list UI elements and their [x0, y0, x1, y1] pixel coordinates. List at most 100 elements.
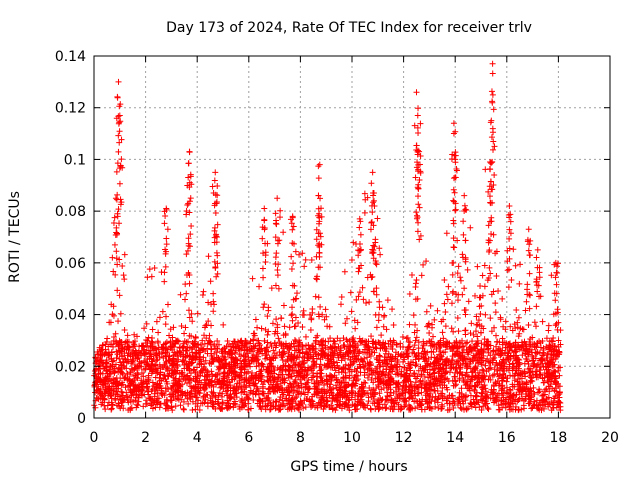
data-point	[173, 382, 180, 389]
data-point	[516, 346, 523, 353]
x-tick-label: 2	[141, 430, 150, 446]
data-point	[101, 402, 108, 409]
data-point	[209, 379, 216, 386]
data-point	[510, 246, 517, 253]
data-point	[293, 393, 300, 400]
data-point	[206, 332, 213, 339]
data-point	[154, 365, 161, 372]
data-point	[208, 322, 215, 329]
data-point	[463, 365, 470, 372]
data-point	[432, 365, 439, 372]
data-point	[238, 360, 245, 367]
data-point	[467, 330, 474, 337]
data-point	[430, 333, 437, 340]
x-tick-label: 10	[343, 430, 361, 446]
data-point	[385, 340, 392, 347]
data-point	[149, 405, 156, 412]
data-point	[320, 406, 327, 413]
data-point	[258, 325, 265, 332]
data-point	[194, 403, 201, 410]
data-point	[390, 397, 397, 404]
data-point	[161, 220, 168, 227]
data-point	[265, 307, 272, 314]
data-point	[199, 369, 206, 376]
data-point	[531, 319, 538, 326]
data-point	[253, 371, 260, 378]
data-point	[299, 323, 306, 330]
data-point	[529, 334, 536, 341]
data-point	[274, 272, 281, 279]
data-point	[262, 355, 269, 362]
data-point	[394, 367, 401, 374]
data-point	[183, 290, 190, 297]
data-point	[545, 401, 552, 408]
data-point	[119, 369, 126, 376]
data-point	[242, 358, 249, 365]
data-point	[268, 343, 275, 350]
data-point	[514, 319, 521, 326]
data-point	[272, 405, 279, 412]
data-point	[110, 268, 117, 275]
data-point	[423, 258, 430, 265]
data-point	[162, 376, 169, 383]
data-point	[343, 336, 350, 343]
data-point	[515, 343, 522, 350]
data-point	[289, 317, 296, 324]
data-point	[445, 283, 452, 290]
data-point	[485, 376, 492, 383]
data-point	[443, 230, 450, 237]
data-point	[260, 385, 267, 392]
data-point	[254, 337, 261, 344]
data-point	[185, 338, 192, 345]
data-point	[357, 364, 364, 371]
data-point	[197, 385, 204, 392]
data-point	[368, 333, 375, 340]
data-point	[114, 351, 121, 358]
data-point	[194, 310, 201, 317]
data-point	[189, 406, 196, 413]
data-point	[105, 392, 112, 399]
data-point	[408, 272, 415, 279]
data-point	[304, 379, 311, 386]
data-point	[487, 270, 494, 277]
data-point	[256, 397, 263, 404]
data-point	[257, 403, 264, 410]
data-point	[453, 381, 460, 388]
data-point	[132, 382, 139, 389]
data-point	[116, 256, 123, 263]
data-point	[163, 339, 170, 346]
data-point	[280, 302, 287, 309]
data-point	[153, 357, 160, 364]
data-point	[426, 329, 433, 336]
data-point	[352, 390, 359, 397]
data-point	[162, 384, 169, 391]
data-point	[204, 367, 211, 374]
data-point	[318, 403, 325, 410]
data-point	[491, 371, 498, 378]
data-point	[441, 300, 448, 307]
data-point	[315, 294, 322, 301]
data-point	[413, 277, 420, 284]
data-point	[473, 389, 480, 396]
data-point	[528, 346, 535, 353]
data-point	[352, 396, 359, 403]
data-point	[149, 326, 156, 333]
data-point	[293, 290, 300, 297]
data-point	[186, 344, 193, 351]
data-point	[196, 406, 203, 413]
data-point	[172, 403, 179, 410]
data-point	[113, 354, 120, 361]
data-point	[175, 396, 182, 403]
data-point	[438, 318, 445, 325]
data-point	[103, 388, 110, 395]
data-point	[476, 303, 483, 310]
data-point	[226, 400, 233, 407]
data-point	[155, 344, 162, 351]
x-tick-label: 20	[601, 430, 619, 446]
data-point	[266, 397, 273, 404]
data-point	[178, 322, 185, 329]
data-point	[478, 329, 485, 336]
data-point	[151, 393, 158, 400]
data-point	[410, 346, 417, 353]
data-point	[155, 395, 162, 402]
